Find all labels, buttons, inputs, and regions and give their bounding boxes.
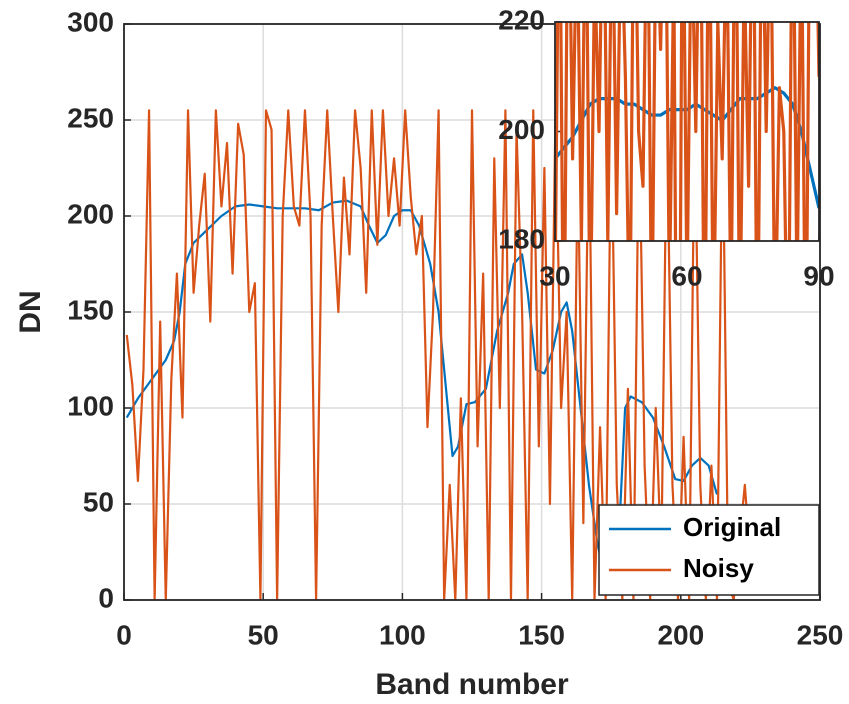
y-tick-label: 50 (83, 486, 114, 517)
x-axis-label: Band number (375, 668, 569, 701)
y-axis-label: DN (14, 290, 47, 333)
y-tick-label: 200 (67, 198, 114, 229)
axes-box (554, 21, 820, 242)
x-tick-label: 30 (539, 260, 570, 291)
series-line (555, 22, 819, 241)
x-tick-label: 50 (248, 619, 279, 650)
x-tick-label: 200 (657, 619, 704, 650)
x-tick-label: 100 (379, 619, 426, 650)
x-tick-label: 60 (671, 260, 702, 291)
y-tick-label: 250 (67, 102, 114, 133)
legend-label: Original (683, 512, 781, 542)
x-tick-label: 90 (803, 260, 834, 291)
y-tick-label: 150 (67, 294, 114, 325)
y-tick-label: 0 (98, 582, 114, 613)
x-tick-label: 150 (518, 619, 565, 650)
y-tick-label: 300 (67, 6, 114, 37)
y-tick-label: 200 (498, 114, 545, 145)
y-tick-label: 100 (67, 390, 114, 421)
y-tick-label: 180 (498, 223, 545, 254)
series-line (125, 199, 719, 592)
axes-box (123, 23, 821, 601)
x-tick-label: 250 (797, 619, 844, 650)
x-tick-label: 0 (116, 619, 132, 650)
legend-box (598, 504, 820, 596)
legend-label: Noisy (683, 553, 754, 583)
y-tick-label: 220 (498, 4, 545, 35)
